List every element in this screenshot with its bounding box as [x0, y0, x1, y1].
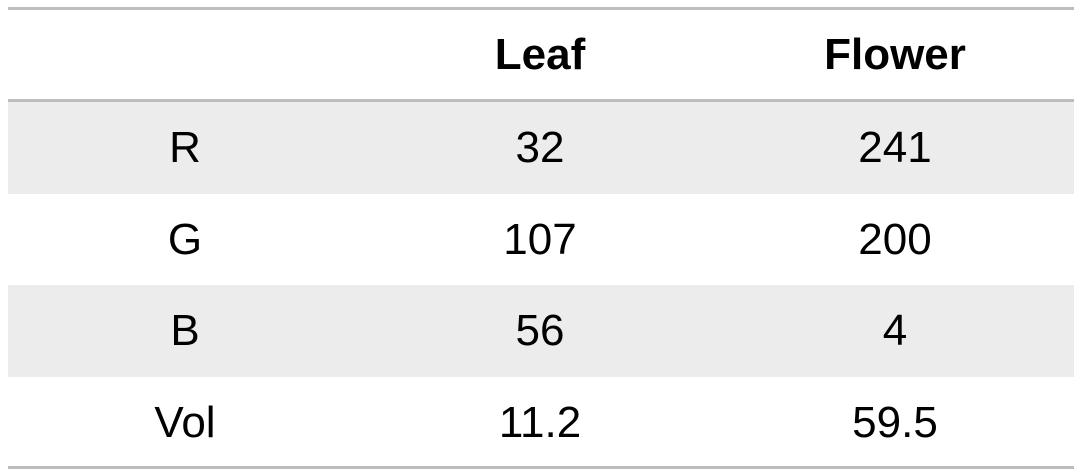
table-cell: 56 [515, 306, 565, 355]
row-label: R [169, 123, 201, 172]
table-row: G 107 200 [8, 194, 1074, 286]
bottom-rule [8, 466, 1074, 469]
column-header: Flower [824, 29, 966, 79]
row-label: B [170, 306, 200, 355]
table-cell: 241 [858, 123, 932, 172]
table-row: R 32 241 [8, 102, 1074, 194]
row-label: Vol [154, 397, 216, 447]
column-header: Leaf [494, 29, 586, 79]
table-cell: 32 [515, 123, 565, 172]
top-rule [8, 7, 1074, 10]
row-label: G [167, 214, 203, 264]
header-row: Leaf Flower [8, 10, 1074, 99]
table-cell: 59.5 [852, 397, 938, 447]
table-cell: 4 [882, 306, 908, 355]
table-cell: 11.2 [498, 397, 582, 447]
table-cell: 107 [503, 214, 577, 264]
table-cell: 200 [858, 214, 932, 264]
table: Leaf Flower R 32 241 G 107 200 B 56 4 Vol 11.2 59.5 [8, 0, 1074, 475]
table-row: B 56 4 [8, 285, 1074, 377]
table-row: Vol 11.2 59.5 [8, 377, 1074, 469]
header-rule [8, 99, 1074, 102]
